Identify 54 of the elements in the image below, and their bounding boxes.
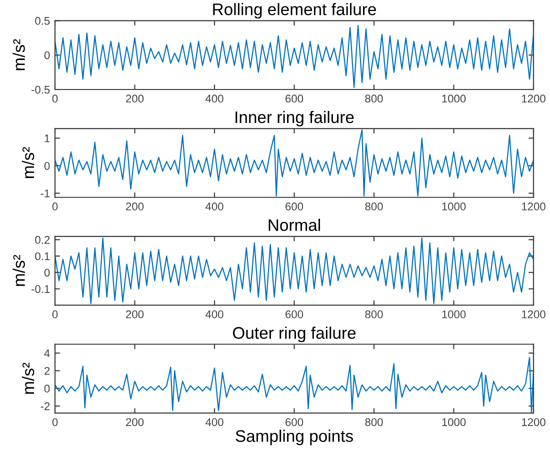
- y-tick-label: 0: [44, 162, 50, 170]
- x-tick-label: 400: [205, 310, 224, 318]
- x-tick-label: 600: [286, 310, 304, 318]
- x-axis-title: Sampling points: [236, 430, 353, 446]
- x-tick-label: 1000: [442, 202, 466, 210]
- x-tick-label: 1200: [522, 310, 546, 318]
- y-tick-label: -1: [40, 190, 50, 198]
- chart-title: Outer ring failure: [232, 326, 356, 342]
- y-tick-label: 0: [44, 51, 50, 60]
- y-tick-label: 0.2: [35, 236, 50, 244]
- chart-title: Inner ring failure: [236, 110, 354, 126]
- line-series: [55, 24, 534, 88]
- x-tick-label: 400: [205, 94, 224, 103]
- line-series: [55, 237, 534, 304]
- y-tick-label: -0.5: [31, 86, 50, 94]
- x-tick-label: 1200: [522, 94, 546, 103]
- y-axis-title: m/s²: [12, 254, 25, 286]
- x-tick-label: 1200: [522, 202, 546, 210]
- x-tick-label: 600: [286, 202, 304, 210]
- x-tick-label: 200: [126, 418, 144, 426]
- y-tick-label: 0.5: [35, 16, 50, 25]
- x-tick-label: 0: [52, 418, 58, 426]
- x-tick-label: 0: [52, 202, 58, 210]
- x-tick-label: 200: [126, 202, 144, 210]
- y-tick-label: 2: [44, 367, 50, 375]
- chart-title: Rolling element failure: [213, 3, 376, 19]
- y-axis-title: m/s²: [12, 39, 25, 70]
- x-tick-label: 800: [365, 418, 383, 426]
- y-axis-title: m/s²: [22, 362, 34, 394]
- chart-title: Normal: [268, 218, 320, 231]
- x-tick-label: 600: [286, 94, 304, 103]
- x-tick-label: 200: [126, 94, 144, 103]
- x-tick-label: 400: [205, 202, 224, 210]
- y-tick-label: 0.1: [35, 252, 50, 260]
- x-tick-label: 800: [365, 94, 383, 103]
- y-tick-label: 4: [44, 349, 50, 358]
- y-axis-title: m/s²: [22, 147, 34, 178]
- y-tick-label: 1: [44, 134, 50, 142]
- x-tick-label: 1200: [522, 418, 546, 426]
- x-tick-label: 200: [126, 310, 144, 318]
- y-tick-label: 0: [44, 384, 50, 393]
- y-tick-label: -0.1: [31, 285, 50, 293]
- line-series: [55, 129, 534, 197]
- x-tick-label: 400: [205, 418, 224, 426]
- x-tick-label: 800: [365, 202, 383, 210]
- x-tick-label: 1000: [442, 418, 466, 426]
- x-tick-label: 800: [365, 310, 383, 318]
- x-tick-label: 0: [52, 310, 58, 318]
- x-tick-label: 0: [52, 94, 58, 103]
- x-tick-label: 600: [286, 418, 304, 426]
- x-tick-label: 1000: [442, 310, 466, 318]
- x-tick-label: 1000: [442, 94, 466, 103]
- y-tick-label: 0: [44, 268, 50, 277]
- y-tick-label: -2: [40, 402, 50, 410]
